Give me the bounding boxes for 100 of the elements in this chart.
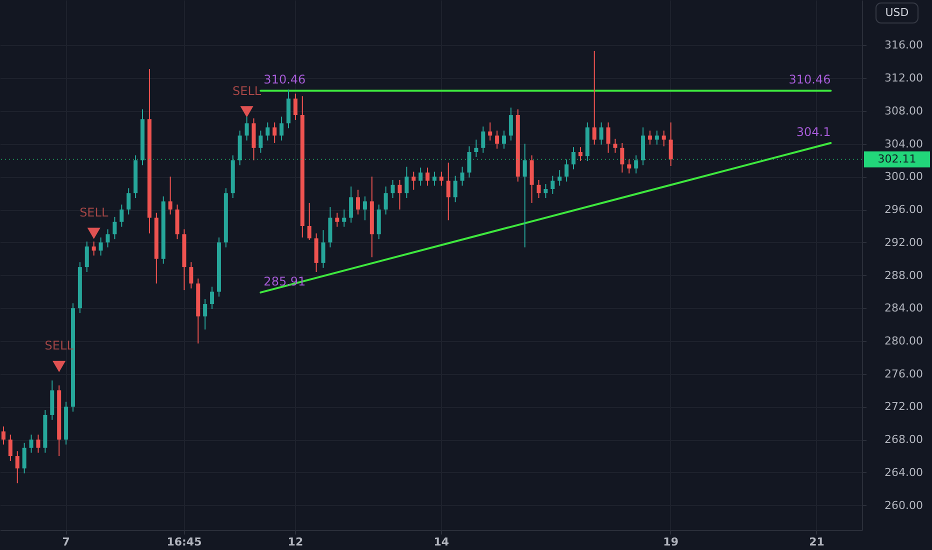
- candlestick: [536, 179, 541, 199]
- candlestick: [606, 122, 610, 154]
- y-tick-label: 300.00: [884, 170, 923, 184]
- candlestick: [98, 236, 103, 256]
- candlestick: [398, 179, 402, 210]
- candlestick: [84, 241, 89, 272]
- candlestick: [544, 184, 548, 199]
- candlestick: [293, 93, 298, 120]
- candlestick: [412, 171, 416, 190]
- candlestick: [36, 434, 40, 454]
- candlestick: [627, 158, 632, 174]
- data-label: 310.46: [788, 72, 831, 87]
- y-tick-label: 308.00: [884, 104, 923, 118]
- x-tick-label: 21: [809, 536, 824, 548]
- y-tick-label: 260.00: [884, 498, 923, 512]
- y-tick-label: 284.00: [884, 302, 923, 315]
- candlestick: [404, 166, 409, 199]
- candlestick: [426, 167, 430, 186]
- candlestick: [522, 143, 527, 248]
- candlestick: [15, 450, 20, 484]
- candlestick: [189, 262, 194, 289]
- candlestick: [356, 189, 360, 215]
- candlestick: [654, 130, 659, 146]
- candlestick: [272, 122, 277, 144]
- candlestick: [662, 130, 666, 147]
- candlestick: [335, 212, 340, 228]
- candlestick: [22, 442, 26, 474]
- candlestick: [120, 204, 124, 228]
- candlestick: [558, 170, 562, 186]
- candlestick: [126, 188, 131, 215]
- data-label: 304.1: [796, 124, 831, 139]
- y-tick-label: 272.00: [884, 400, 923, 414]
- y-tick-label: 268.00: [884, 433, 923, 446]
- candlestick: [439, 171, 444, 186]
- candlestick: [244, 116, 249, 142]
- x-tick-label: 7: [62, 536, 70, 548]
- point: [52, 360, 66, 372]
- point: [240, 106, 254, 118]
- x-tick-label: 12: [288, 536, 304, 548]
- candlestick: [321, 230, 326, 268]
- candlestick: [258, 130, 263, 154]
- candlestick: [8, 434, 12, 462]
- candlestick: [168, 176, 172, 215]
- candlestick: [418, 167, 423, 186]
- ref-line-label: 302.11: [878, 152, 916, 166]
- candlestick: [481, 126, 486, 154]
- point: [87, 228, 100, 240]
- candlestick: [349, 186, 354, 224]
- candlestick: [384, 186, 388, 215]
- y-tick-label: 288.00: [884, 268, 923, 282]
- y-tick-label: 292.00: [884, 236, 923, 249]
- x-tick-label: 14: [434, 536, 450, 548]
- candlestick: [453, 175, 458, 203]
- candlestick: [592, 50, 596, 146]
- candlestick: [564, 158, 569, 182]
- candlestick: [460, 166, 464, 186]
- candlestick: [432, 171, 436, 186]
- candlestick: [362, 196, 367, 221]
- candlestick: [634, 154, 638, 174]
- candlestick: [112, 216, 117, 240]
- data-label: 285.91: [264, 274, 306, 288]
- data-label: 310.46: [264, 72, 306, 87]
- candlestick: [502, 130, 506, 150]
- candlestick: [390, 179, 395, 199]
- candlestick: [280, 116, 284, 142]
- y-tick-label: 304.00: [884, 137, 923, 150]
- candlestick: [342, 209, 346, 228]
- y-tick-label: 280.00: [884, 334, 923, 348]
- x-tick-label: 19: [663, 536, 678, 548]
- candlestick: [508, 107, 513, 142]
- y-tick-label: 276.00: [884, 367, 923, 380]
- candlestick: [488, 122, 492, 142]
- data-label: SELL: [232, 84, 262, 98]
- candlestick: [210, 286, 214, 310]
- candlestick: [106, 228, 110, 248]
- y-tick-label: 296.00: [884, 203, 923, 216]
- candlestick: [648, 130, 652, 146]
- data-label: SELL: [80, 205, 108, 220]
- candlestick: [550, 175, 555, 194]
- candlestick: [578, 146, 582, 162]
- text: USD: [885, 6, 909, 19]
- candlestick: [266, 122, 270, 142]
- candlestick: [495, 130, 500, 150]
- candlestick: [474, 139, 478, 158]
- candlestick: [668, 122, 673, 166]
- candlestick: [467, 146, 472, 178]
- y-tick-label: 316.00: [884, 38, 923, 52]
- candlestick: [29, 434, 34, 454]
- candlestick: [203, 298, 208, 330]
- candlestick: [92, 241, 96, 256]
- candlestick: [613, 138, 618, 154]
- candlestick: [1, 426, 6, 446]
- x-tick-label: 16:45: [166, 536, 202, 548]
- candlestick: [446, 162, 450, 221]
- candlestick: [572, 146, 576, 170]
- candlestick: [307, 202, 312, 240]
- y-tick-label: 312.00: [884, 72, 923, 85]
- candlestick: [599, 122, 604, 146]
- candlestick: [620, 142, 624, 174]
- y-tick-label: 264.00: [884, 466, 923, 479]
